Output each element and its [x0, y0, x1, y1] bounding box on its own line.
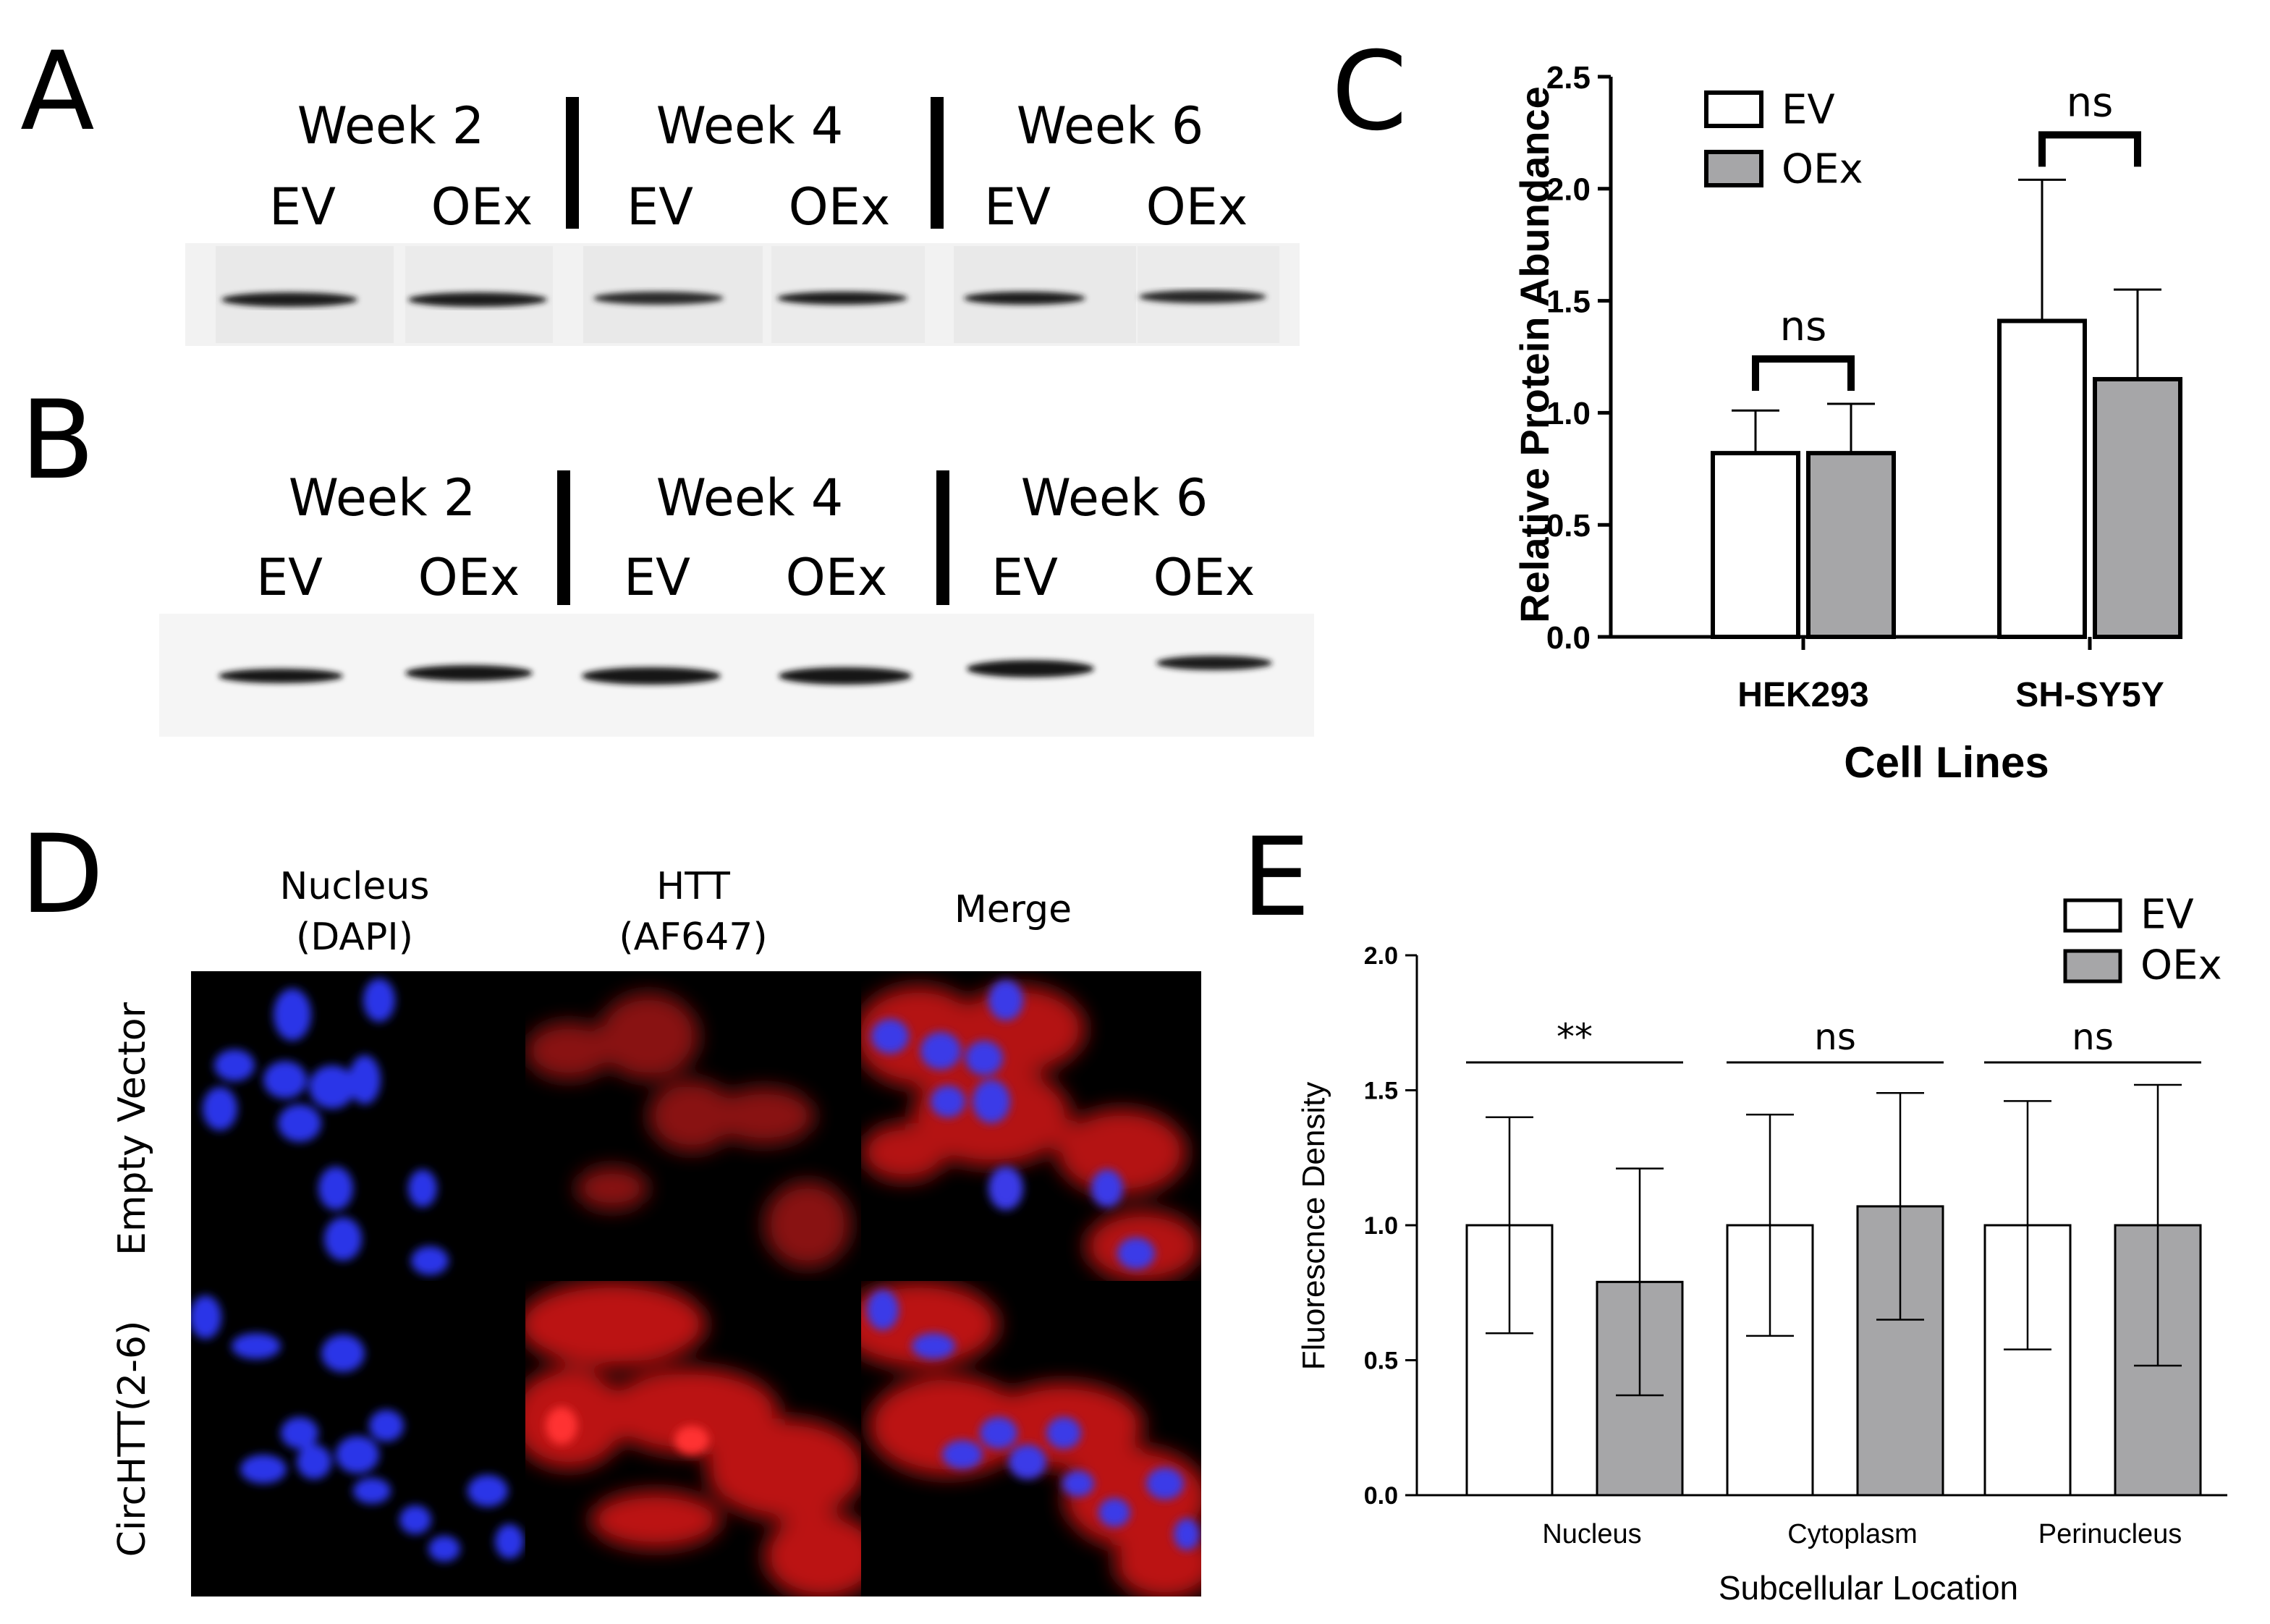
blot-band: [593, 292, 724, 305]
y-tick-label: 0.5: [1364, 1348, 1398, 1375]
panel-d-col-label: Merge: [954, 888, 1072, 931]
panel-a-lane-label: OEx: [1146, 177, 1248, 237]
panel-e-letter: E: [1242, 815, 1310, 941]
panel-c-chart: C 0.0 0.5 1.0 1.5 2.0 2.5 HEK293 SH-SY5Y ns ns E…: [1331, 29, 2182, 787]
panel-d-row-label: Empty Vector: [111, 1002, 154, 1256]
y-tick-label: 1.0: [1364, 1212, 1398, 1240]
panel-a-lane-label: EV: [984, 177, 1051, 237]
panel-b-lane-label: EV: [256, 548, 323, 607]
significance-label: ns: [2072, 1016, 2114, 1058]
y-tick-label: 2.0: [1364, 942, 1398, 970]
panel-a-divider: [931, 97, 944, 229]
y-tick-label: 1.5: [1546, 284, 1591, 319]
micrograph-ev-merge: [861, 980, 1201, 1281]
legend-label-oex: OEx: [1782, 145, 1863, 193]
x-tick-label: SH-SY5Y: [2015, 676, 2164, 714]
y-tick-label: 2.5: [1546, 60, 1591, 96]
panel-e-y-axis-label: Fluorescnce Density: [1296, 1082, 1331, 1371]
panel-d-col-label: HTT: [656, 865, 730, 908]
y-tick-label: 0.0: [1364, 1482, 1398, 1510]
panel-b-lane-label: OEx: [1153, 548, 1255, 607]
y-tick-label: 0.5: [1546, 508, 1591, 544]
bar-oex: [2093, 376, 2182, 640]
panel-b-blot: [159, 614, 1314, 737]
blot-band: [779, 667, 912, 685]
panel-b: B Week 2 Week 4 Week 6 EV OEx EV OEx EV …: [20, 378, 1314, 737]
micrograph-ev-htt: [525, 993, 851, 1268]
micrograph-circhtt-merge: [861, 1281, 1201, 1596]
panel-b-lane-label: EV: [991, 548, 1058, 607]
legend-swatch-oex: [2063, 949, 2122, 984]
y-tick-label: 1.0: [1546, 396, 1591, 431]
y-tick-label: 0.0: [1546, 620, 1591, 656]
blot-band: [1139, 290, 1266, 303]
x-tick-label: HEK293: [1737, 676, 1868, 714]
micrograph-circhtt-htt: [525, 1281, 861, 1596]
legend-label-oex: OEx: [2140, 942, 2222, 989]
significance-label: ns: [1780, 303, 1827, 350]
micrograph-ev-dapi: [203, 978, 449, 1275]
micrograph-circhtt-dapi: [191, 1295, 524, 1562]
panel-a-letter: A: [20, 29, 95, 155]
panel-b-lane-label: OEx: [418, 548, 520, 607]
x-tick-label: Cytoplasm: [1787, 1519, 1918, 1549]
blot-band: [405, 665, 533, 681]
panel-a-divider: [566, 97, 579, 229]
panel-e-chart: E 0.0 0.5 1.0 1.5 2.0 Nucleus Cytoplasm Perinuc…: [1242, 815, 2227, 1607]
panel-a-blot: [185, 243, 1300, 346]
panel-e-x-axis-label: Subcellular Location: [1719, 1569, 2018, 1607]
legend-swatch-ev: [1704, 90, 1763, 128]
blot-band: [408, 292, 547, 307]
panel-a-week-4-label: Week 4: [656, 96, 844, 156]
panel-b-lane-label: OEx: [786, 548, 888, 607]
panel-c-x-axis-label: Cell Lines: [1844, 738, 2049, 787]
blot-band: [219, 669, 343, 683]
blot-band: [221, 292, 357, 307]
panel-c-y-axis-label: Relative Protein Abundance: [1512, 86, 1557, 623]
panel-d-col-label: Nucleus: [280, 865, 430, 908]
blot-band: [967, 660, 1094, 677]
panel-a-lane-label: EV: [627, 177, 693, 237]
panel-b-divider: [557, 470, 570, 605]
significance-bracket: [1752, 355, 1855, 392]
legend-label-ev: EV: [2140, 892, 2194, 939]
panel-b-week-4-label: Week 4: [656, 468, 844, 528]
bar-oex: [1806, 451, 1896, 639]
panel-a-lane-label: EV: [269, 177, 336, 237]
legend-swatch-ev: [2063, 898, 2122, 933]
panel-a-week-2-label: Week 2: [297, 96, 485, 156]
panel-d-row-label: CircHTT(2-6): [111, 1321, 154, 1557]
bar-ev: [1711, 451, 1800, 639]
blot-band: [582, 667, 721, 685]
panel-b-week-2-label: Week 2: [289, 468, 476, 528]
bar-ev: [1997, 318, 2087, 639]
panel-a-lane-label: OEx: [431, 177, 533, 237]
panel-d-col-sublabel: (AF647): [619, 915, 767, 959]
panel-c-letter: C: [1331, 29, 1407, 155]
panel-d-letter: D: [20, 812, 104, 938]
x-tick-label: Nucleus: [1542, 1519, 1641, 1549]
panel-b-lane-label: EV: [624, 548, 690, 607]
y-tick-label: 2.0: [1546, 172, 1591, 208]
panel-a-week-6-label: Week 6: [1017, 96, 1204, 156]
x-tick-label: Perinucleus: [2038, 1519, 2182, 1549]
panel-b-divider: [936, 470, 949, 605]
panel-a-lane-label: OEx: [789, 177, 891, 237]
panel-d: D Nucleus (DAPI) HTT (AF647) Merge Empty…: [20, 812, 1201, 1596]
blot-band: [777, 292, 907, 305]
legend-label-ev: EV: [1782, 86, 1835, 133]
significance-label: **: [1557, 1016, 1593, 1058]
significance-bracket: [2038, 131, 2141, 167]
significance-label: ns: [1814, 1016, 1856, 1058]
significance-label: ns: [2067, 79, 2114, 126]
blot-band: [964, 292, 1085, 305]
blot-band: [1156, 656, 1272, 670]
panel-b-week-6-label: Week 6: [1021, 468, 1208, 528]
panel-b-letter: B: [20, 378, 95, 504]
y-tick-label: 1.5: [1364, 1078, 1398, 1105]
panel-a: A Week 2 Week 4 Week 6 EV OEx EV OEx EV …: [20, 29, 1300, 346]
panel-d-col-sublabel: (DAPI): [296, 915, 413, 959]
legend-swatch-oex: [1704, 150, 1763, 187]
